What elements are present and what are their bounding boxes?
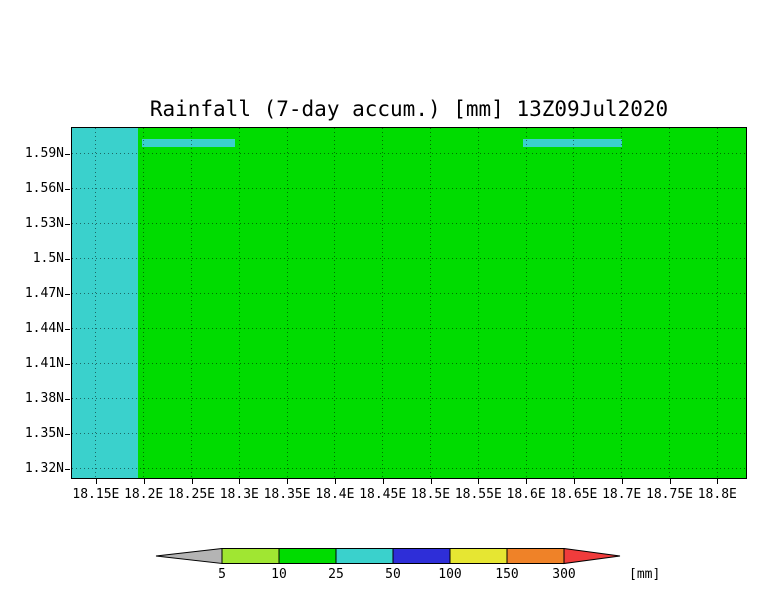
x-tick-mark: [621, 479, 623, 484]
y-tick-mark: [65, 293, 70, 295]
x-tick-label: 18.25E: [168, 487, 215, 502]
colorbar-tick-label: 5: [218, 567, 226, 582]
colorbar-segment: [278, 548, 337, 564]
grid-line-x: [573, 127, 575, 478]
grid-line-y: [71, 258, 746, 260]
x-tick-mark: [669, 479, 671, 484]
grid-line-x: [477, 127, 479, 478]
y-tick-mark: [65, 223, 70, 225]
grid-line-x: [95, 127, 97, 478]
grid-line-x: [716, 127, 718, 478]
x-tick-label: 18.4E: [315, 487, 355, 502]
field-region-north-strip-east: [522, 138, 623, 147]
y-tick-mark: [65, 398, 70, 400]
grid-line-x: [621, 127, 623, 478]
x-tick-mark: [287, 479, 289, 484]
grid-line-y: [71, 363, 746, 365]
x-tick-label: 18.15E: [72, 487, 120, 502]
grid-line-x: [143, 127, 145, 478]
y-tick-label: 1.53N: [24, 215, 64, 231]
y-tick-mark: [65, 468, 70, 470]
chart-title: Rainfall (7-day accum.) [mm] 13Z09Jul202…: [149, 97, 669, 121]
colorbar-segment: [506, 548, 565, 564]
colorbar-tick-label: 25: [328, 567, 344, 582]
y-tick-mark: [65, 188, 70, 190]
x-tick-label: 18.3E: [219, 487, 259, 502]
y-tick-mark: [65, 328, 70, 330]
x-tick-mark: [382, 479, 384, 484]
y-tick-label: 1.35N: [24, 425, 64, 441]
grid-line-x: [430, 127, 431, 478]
colorbar-tick-label: 50: [385, 567, 401, 582]
x-tick-label: 18.65E: [550, 487, 598, 502]
colorbar-tick-label: 300: [552, 567, 576, 582]
x-tick-mark: [143, 479, 145, 484]
y-tick-label: 1.44N: [24, 320, 64, 336]
grid-line-x: [334, 127, 336, 478]
field-region-north-strip-west: [142, 138, 235, 147]
x-tick-label: 18.7E: [602, 487, 642, 502]
grid-line-y: [71, 468, 746, 470]
y-tick-label: 1.32N: [24, 460, 64, 476]
x-tick-mark: [717, 479, 719, 484]
x-tick-label: 18.55E: [454, 487, 502, 502]
colorbar-segment: [221, 548, 280, 564]
x-tick-mark: [430, 479, 432, 484]
x-tick-mark: [526, 479, 528, 484]
y-tick-label: 1.47N: [24, 285, 64, 301]
grid-line-x: [286, 127, 288, 478]
grid-line-y: [71, 433, 746, 435]
colorbar-arrow-high: [563, 547, 621, 565]
grid-line-y: [71, 398, 746, 400]
y-tick-mark: [65, 153, 70, 155]
field-region-west-strip: [71, 127, 138, 478]
grid-line-x: [191, 127, 192, 478]
colorbar-tick-label: 10: [271, 567, 287, 582]
grid-line-y: [71, 188, 746, 190]
x-tick-label: 18.6E: [506, 487, 546, 502]
grid-line-x: [382, 127, 384, 478]
colorbar-tick-label: 150: [495, 567, 519, 582]
grid-line-y: [71, 223, 746, 225]
grid-line-y: [71, 293, 746, 295]
x-tick-mark: [239, 479, 241, 484]
x-tick-label: 18.5E: [410, 487, 451, 502]
colorbar-segment: [449, 548, 508, 564]
x-tick-mark: [191, 479, 193, 484]
grid-line-x: [238, 127, 240, 478]
grid-line-x: [669, 127, 670, 478]
x-tick-label: 18.75E: [646, 487, 693, 502]
x-tick-label: 18.45E: [359, 487, 407, 502]
colorbar-tick-label: 100: [438, 567, 462, 582]
x-tick-label: 18.8E: [697, 487, 737, 502]
y-tick-mark: [65, 433, 70, 435]
x-tick-mark: [478, 479, 480, 484]
y-tick-label: 1.41N: [24, 355, 64, 371]
x-tick-mark: [95, 479, 97, 484]
colorbar: 5 10 25 50 100 150 300 [mm]: [155, 547, 695, 584]
y-tick-label: 1.5N: [32, 250, 64, 266]
y-tick-mark: [65, 258, 70, 260]
grid-line-y: [71, 328, 746, 330]
colorbar-swatches: [155, 547, 621, 565]
x-tick-mark: [334, 479, 336, 484]
grid-line-x: [525, 127, 527, 478]
y-tick-label: 1.56N: [24, 180, 64, 196]
x-tick-mark: [573, 479, 575, 484]
y-tick-label: 1.59N: [24, 145, 64, 161]
x-tick-label: 18.2E: [124, 487, 164, 502]
grid-line-y: [71, 153, 746, 155]
y-tick-mark: [65, 363, 70, 365]
colorbar-segment: [392, 548, 451, 564]
plot-area: [70, 126, 747, 479]
x-tick-label: 18.35E: [263, 487, 311, 502]
y-tick-label: 1.38N: [24, 390, 64, 406]
colorbar-segment: [335, 548, 394, 564]
colorbar-arrow-low: [155, 547, 223, 565]
colorbar-unit-label: [mm]: [629, 567, 661, 582]
